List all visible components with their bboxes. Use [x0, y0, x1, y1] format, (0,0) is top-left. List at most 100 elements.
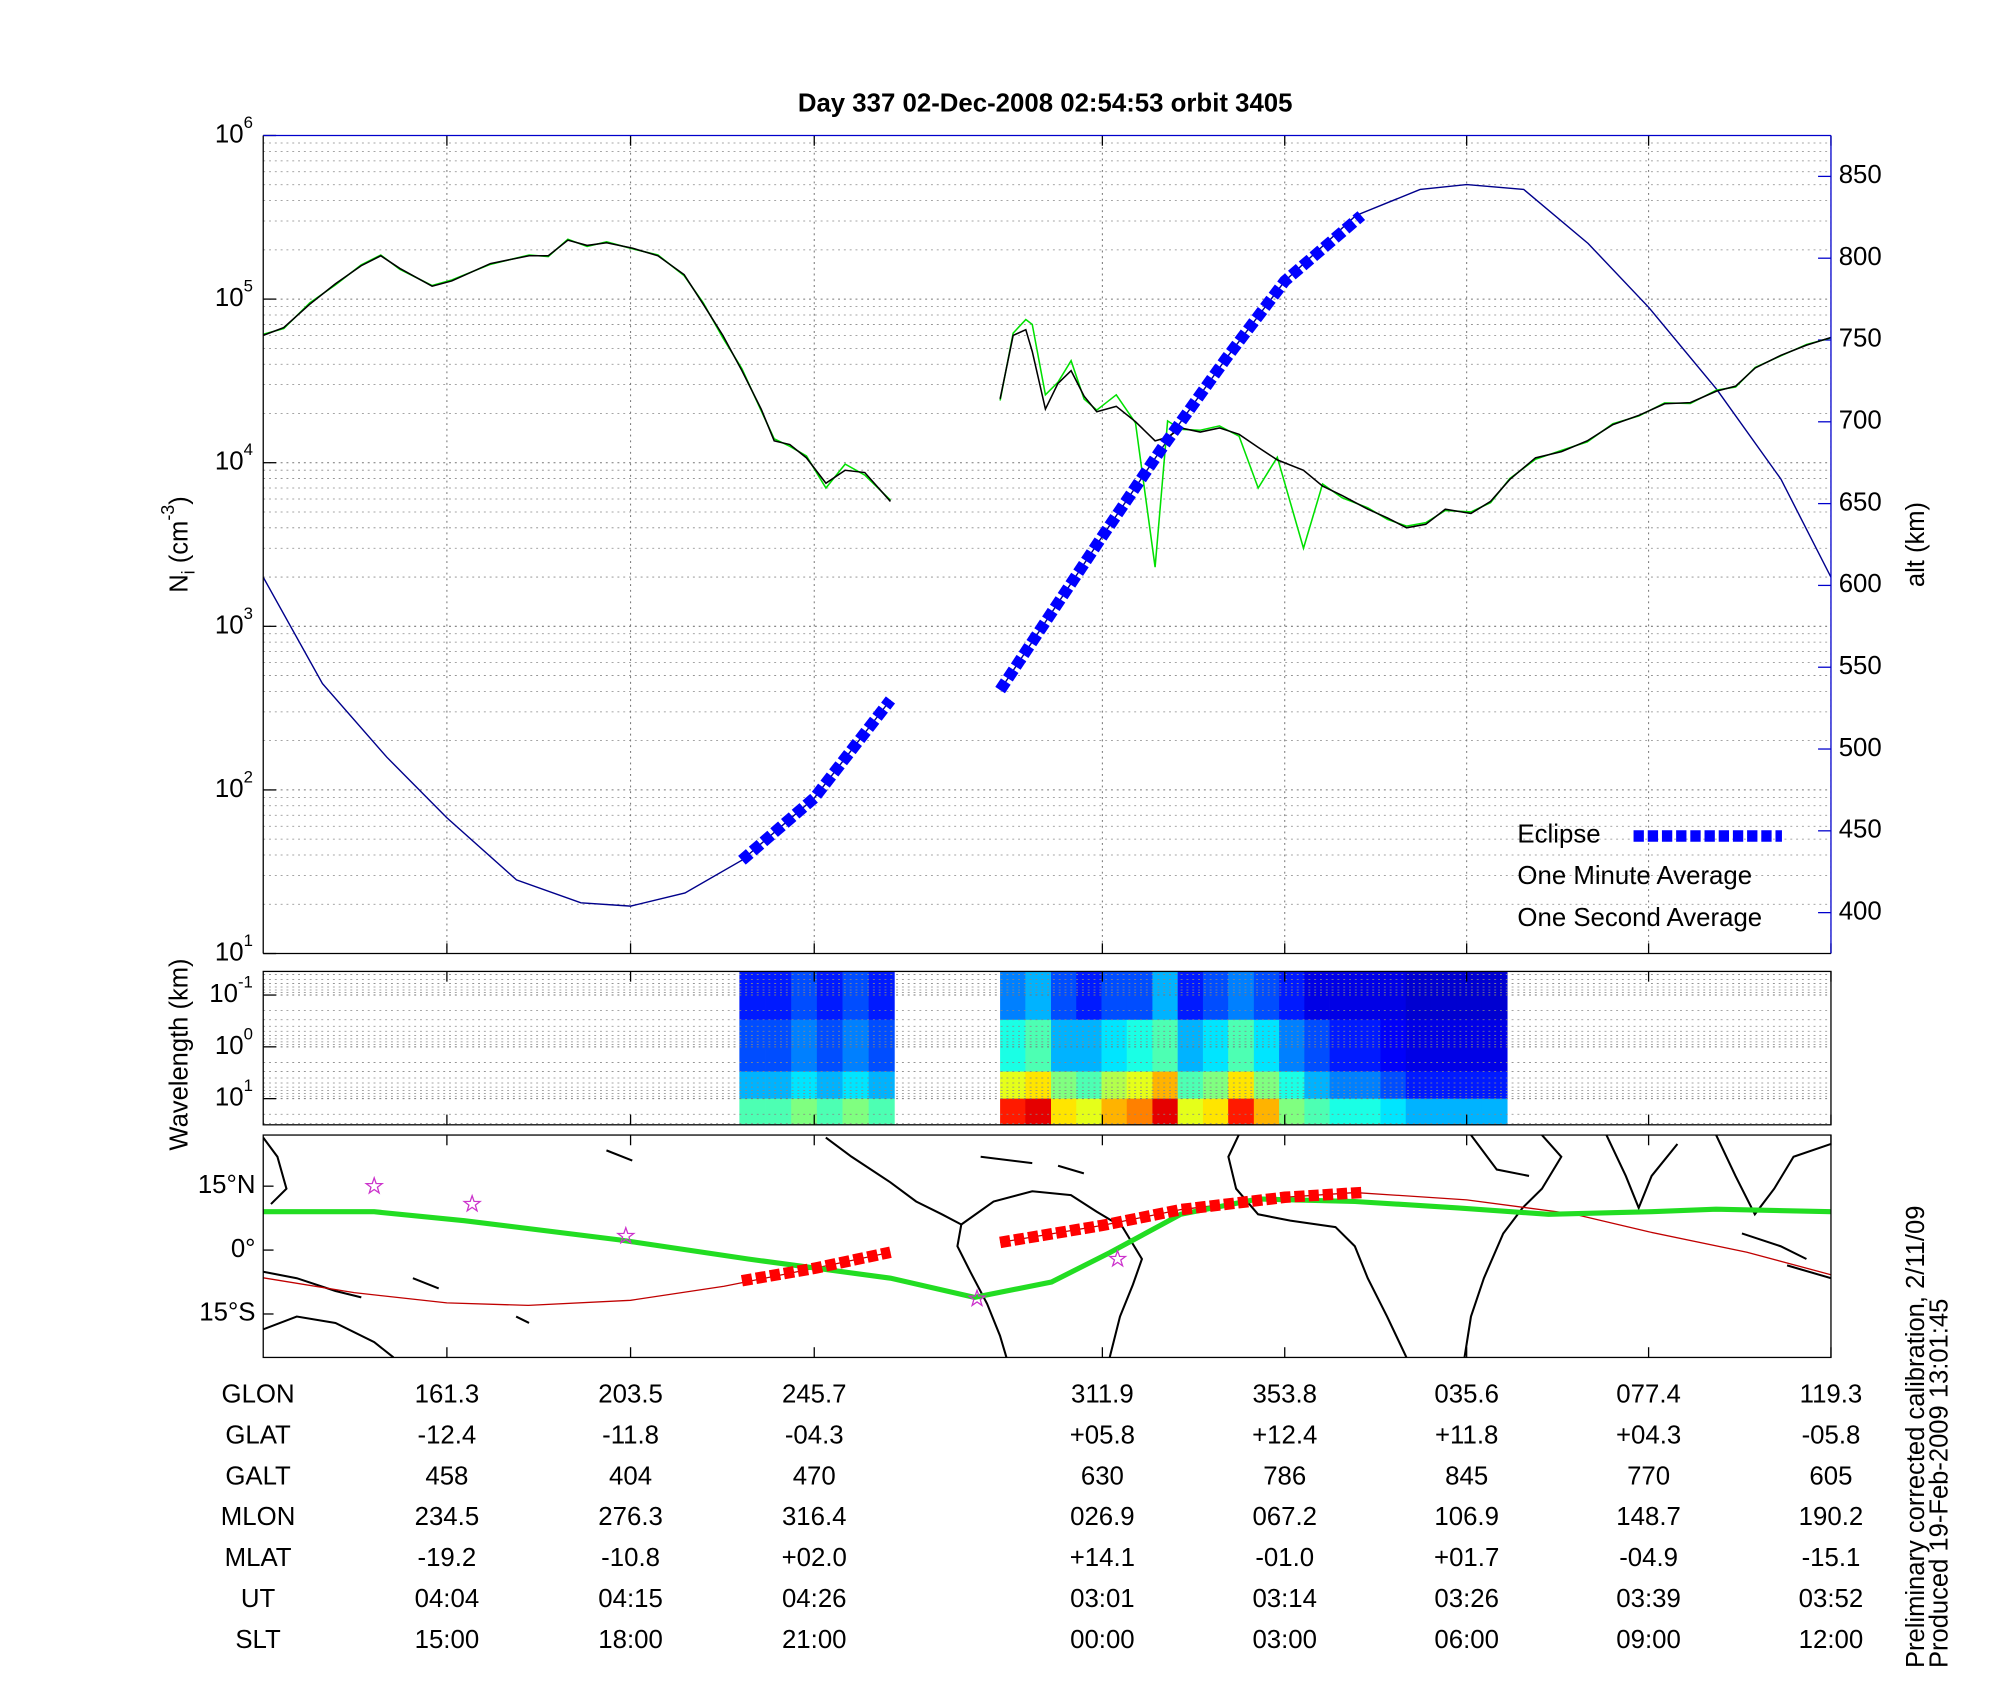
spectrogram-cell — [816, 1071, 843, 1100]
table-row-label: GALT — [225, 1462, 291, 1490]
spectrogram-cell — [1126, 971, 1153, 1021]
spectrogram-cell — [739, 1071, 766, 1100]
table-cell: 035.6 — [1434, 1381, 1499, 1409]
tick-exponent: 1 — [244, 931, 253, 950]
spectrogram-cell — [1101, 1071, 1128, 1100]
spectrogram-cell — [1354, 971, 1381, 1021]
station-marker — [1107, 1248, 1128, 1268]
spectrogram-cell — [1177, 1071, 1204, 1100]
spectrogram-cell — [765, 1071, 792, 1100]
spectrogram-cell — [1304, 971, 1330, 1021]
spectrogram-cell — [1051, 971, 1077, 1021]
tick-base: 10 — [215, 611, 244, 639]
spectrogram-cell — [1329, 1071, 1356, 1100]
y2-axis-label: alt (km) — [1902, 502, 1930, 587]
table-cell: -12.4 — [418, 1422, 477, 1450]
table-cell: 21:00 — [782, 1626, 847, 1654]
spectrogram-cell — [1253, 1098, 1280, 1126]
spectrogram-cell — [1329, 1098, 1356, 1126]
table-cell: 161.3 — [415, 1381, 480, 1409]
table-cell: +05.8 — [1070, 1422, 1135, 1450]
tick-exponent: 6 — [244, 113, 253, 132]
station-marker — [364, 1175, 385, 1195]
table-cell: 190.2 — [1799, 1503, 1864, 1531]
spectrogram-cell — [842, 971, 870, 1021]
tick-exponent: -1 — [238, 973, 253, 992]
spectrogram-cell — [1152, 1071, 1179, 1100]
spectrogram-cell — [1405, 1098, 1432, 1126]
y2-tick-label: 550 — [1839, 652, 1882, 680]
spectrogram-cell — [1253, 971, 1280, 1021]
series-line — [263, 239, 1831, 529]
tick-exponent: 1 — [244, 1077, 253, 1096]
table-cell: -04.3 — [785, 1422, 844, 1450]
table-cell: 03:52 — [1799, 1585, 1864, 1613]
table-cell: 077.4 — [1616, 1381, 1681, 1409]
spectrogram-cell — [1076, 971, 1102, 1021]
spectrogram-cell — [1405, 971, 1432, 1021]
spectrogram-cell — [1101, 1019, 1128, 1072]
coastline — [1227, 1135, 1563, 1358]
table-cell: 353.8 — [1252, 1381, 1317, 1409]
spectrogram-cell — [1025, 1019, 1052, 1072]
y-axis-label: Wavelength (km) — [165, 958, 193, 1150]
y-tick-label: 101 — [215, 931, 253, 966]
plot-area — [263, 183, 1831, 907]
spectrogram-cell — [1126, 1071, 1153, 1100]
y-tick-label: 15°N — [198, 1171, 256, 1199]
spectrogram-cell — [1025, 1098, 1052, 1126]
table-cell: 04:15 — [598, 1585, 663, 1613]
spectrogram-cell — [1152, 1019, 1179, 1072]
spectrogram-cell — [1202, 971, 1229, 1021]
table-cell: 06:00 — [1434, 1626, 1499, 1654]
table-row-label: GLAT — [225, 1422, 291, 1450]
tick-exponent: 0 — [244, 1025, 253, 1044]
spectrogram-cell — [1405, 1019, 1432, 1072]
spectrogram-cell — [1253, 1019, 1280, 1072]
label-part: (cm — [165, 521, 193, 571]
y-tick-label: 105 — [215, 277, 253, 312]
table-cell: -11.8 — [602, 1422, 659, 1450]
spectrogram-cell — [1051, 1098, 1077, 1126]
spectrogram-cell — [1202, 1019, 1229, 1072]
legend-label: Eclipse — [1517, 821, 1600, 849]
table-cell: 630 — [1081, 1462, 1124, 1490]
y-tick-label: 103 — [215, 604, 253, 639]
spectrogram-cell — [816, 1019, 843, 1072]
y2-tick-label: 700 — [1839, 407, 1882, 435]
spectrogram-cell — [1000, 971, 1026, 1021]
eclipse-track — [740, 1186, 1362, 1287]
spectrogram-cell — [1076, 1019, 1102, 1072]
y-tick-label: 102 — [215, 768, 253, 803]
footnote: Preliminary corrected calibration, 2/11/… — [1902, 1206, 1930, 1669]
spectrogram-cell — [1152, 1098, 1179, 1126]
spectrogram-cell — [868, 1098, 895, 1126]
spectrogram-cell — [1456, 1019, 1483, 1072]
y-tick-label: 104 — [215, 441, 253, 476]
axes-box — [262, 970, 1832, 1126]
table-cell: 03:39 — [1616, 1585, 1681, 1613]
tick-base: 10 — [215, 775, 244, 803]
y2-tick-label: 500 — [1839, 734, 1882, 762]
spectrogram-cell — [739, 1098, 766, 1126]
spectrogram-cell — [1354, 1098, 1381, 1126]
spectrogram-cell — [816, 1098, 843, 1126]
coastline — [825, 1136, 962, 1226]
y-tick-label: 100 — [215, 1025, 253, 1060]
spectrogram-cell — [1000, 1019, 1026, 1072]
table-cell: 148.7 — [1616, 1503, 1681, 1531]
y-tick-label: 106 — [215, 113, 253, 148]
table-cell: -10.8 — [601, 1544, 660, 1572]
tick-base: 10 — [215, 1083, 244, 1111]
spectrogram-cell — [1304, 1019, 1330, 1072]
table-cell: +14.1 — [1070, 1544, 1135, 1572]
table-cell: 119.3 — [1800, 1381, 1863, 1409]
y2-tick-label: 450 — [1839, 816, 1882, 844]
label-sup: -3 — [158, 505, 178, 521]
spectrogram-cell — [791, 1071, 818, 1100]
spectrogram-cell — [1304, 1071, 1330, 1100]
spectrogram-cell — [1456, 1071, 1483, 1100]
y2-tick-label: 800 — [1839, 243, 1882, 271]
table-row-label: MLAT — [225, 1544, 292, 1572]
